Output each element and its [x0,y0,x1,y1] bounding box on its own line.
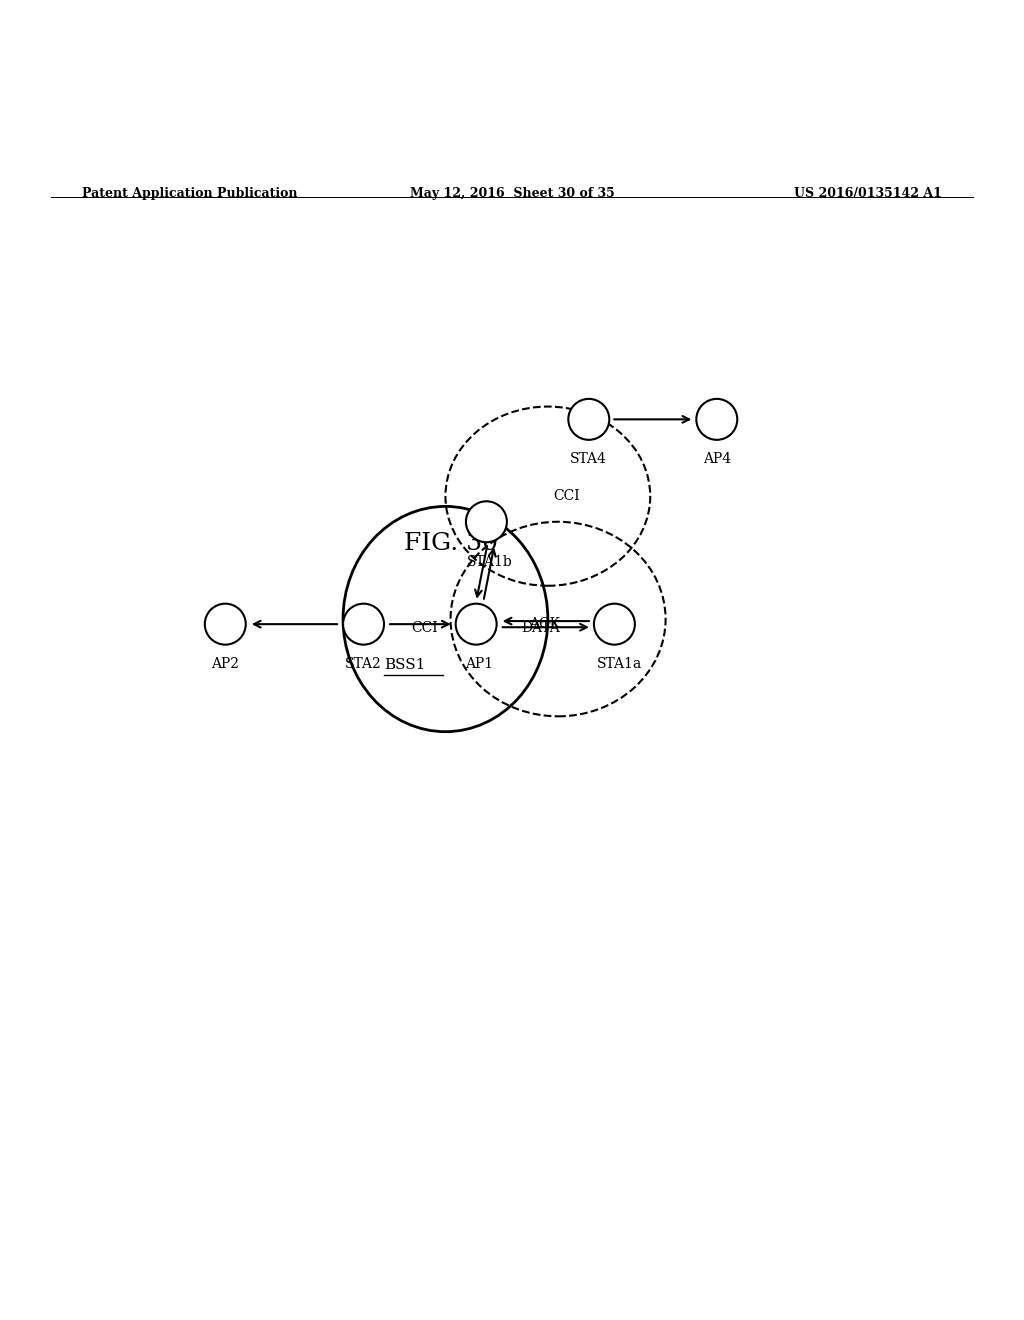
Text: DATA: DATA [521,622,560,635]
Circle shape [696,399,737,440]
Text: STA1a: STA1a [597,657,642,671]
Text: FIG. 30: FIG. 30 [403,532,498,554]
Text: Patent Application Publication: Patent Application Publication [82,187,297,199]
Text: STA2: STA2 [345,657,382,671]
Text: US 2016/0135142 A1: US 2016/0135142 A1 [795,187,942,199]
Text: ACK: ACK [529,616,560,631]
Text: BSS1: BSS1 [384,659,425,672]
Circle shape [456,603,497,644]
Text: May 12, 2016  Sheet 30 of 35: May 12, 2016 Sheet 30 of 35 [410,187,614,199]
Circle shape [594,603,635,644]
Circle shape [466,502,507,543]
Text: CCI: CCI [412,622,438,635]
Text: CCI: CCI [553,490,580,503]
Text: STA1b: STA1b [467,554,512,569]
Text: AP4: AP4 [702,453,731,466]
Circle shape [343,603,384,644]
Circle shape [568,399,609,440]
Circle shape [205,603,246,644]
Text: AP2: AP2 [211,657,240,671]
Text: AP1: AP1 [465,657,494,671]
Text: STA4: STA4 [570,453,607,466]
